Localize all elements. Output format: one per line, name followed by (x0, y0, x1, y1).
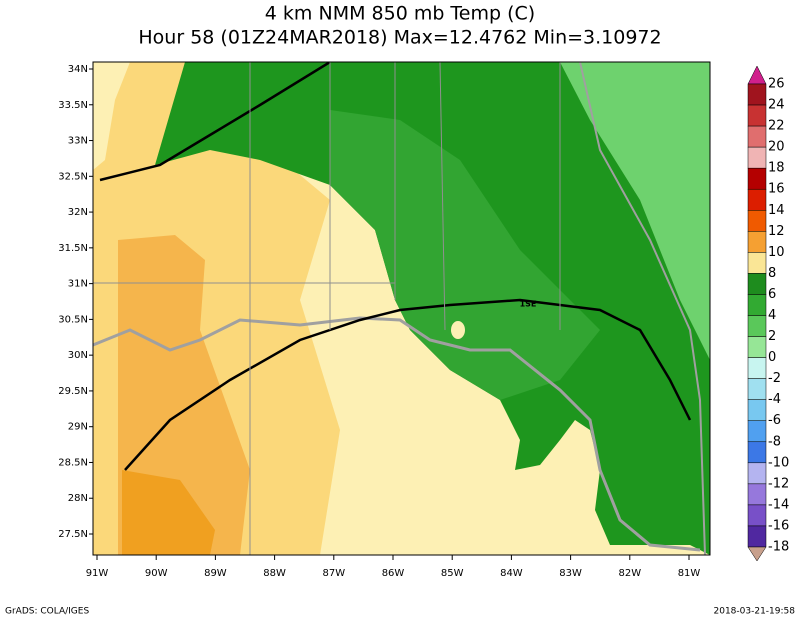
title: 4 km NMM 850 mb Temp (C) (265, 3, 535, 25)
colorbar-cell (747, 336, 767, 358)
lon-label: 88W (263, 568, 286, 579)
colorbar-cell (747, 188, 767, 211)
field-dark-orange (122, 470, 215, 555)
colorbar-label: 20 (768, 140, 785, 155)
colorbar-triangle (747, 65, 767, 85)
colorbar-label: -6 (768, 413, 781, 428)
field-green-mid (330, 110, 600, 400)
state-lines (93, 62, 561, 555)
colorbar-label: -2 (768, 371, 781, 386)
colorbar-label: 4 (768, 308, 776, 323)
plot-frame (92, 61, 711, 556)
lat-label: 28N (68, 493, 88, 504)
lon-label: 91W (86, 568, 109, 579)
field-spot (451, 321, 465, 339)
lat-label: 31N (68, 279, 88, 290)
highway-line (99, 62, 692, 471)
colorbar-label: -4 (768, 392, 781, 407)
colorbar-label: 2 (768, 329, 776, 344)
lon-label: 82W (618, 568, 641, 579)
colorbar-label: -10 (768, 455, 789, 470)
colorbar-cell (747, 420, 767, 443)
lon-label: 87W (322, 568, 345, 579)
colorbar-label: -18 (768, 540, 789, 555)
colorbar-cell (747, 504, 767, 527)
colorbar-label: 12 (768, 224, 785, 239)
colorbar-label: -14 (768, 497, 789, 512)
colorbar-label: 10 (768, 245, 785, 260)
map-plot: 1SE (92, 61, 711, 556)
coastline-east (579, 62, 706, 555)
colorbar-cell (747, 167, 767, 190)
colorbar-label: 8 (768, 266, 776, 281)
colorbar-cell (747, 399, 767, 421)
colorbar-cell (747, 210, 767, 232)
lat-label: 28.5N (58, 457, 88, 468)
lon-label: 84W (500, 568, 523, 579)
colorbar-label: -12 (768, 476, 789, 491)
lat-label: 32.5N (58, 171, 88, 182)
colorbar-cell (747, 273, 767, 295)
field-nw-yellow (93, 62, 130, 170)
colorbar-cell (747, 125, 767, 148)
subtitle: Hour 58 (01Z24MAR2018) Max=12.4762 Min=3… (138, 27, 661, 49)
lat-label: 29N (68, 422, 88, 433)
route-label: 1SE (520, 300, 537, 309)
colorbar: 26242220181614121086420-2-4-6-8-10-12-14… (747, 65, 789, 562)
lon-label: 81W (678, 568, 701, 579)
colorbar-label: 22 (768, 119, 785, 134)
coastline (93, 316, 701, 552)
colorbar-label: 24 (768, 98, 785, 113)
colorbar-label: 18 (768, 161, 785, 176)
colorbar-cell (747, 525, 767, 548)
lat-label: 30.5N (58, 314, 88, 325)
lon-label: 83W (559, 568, 582, 579)
colorbar-label: 0 (768, 350, 776, 365)
lat-label: 29.5N (58, 386, 88, 397)
colorbar-label: 6 (768, 287, 776, 302)
colorbar-cell (747, 378, 767, 400)
lon-label: 85W (441, 568, 464, 579)
lat-label: 33N (68, 136, 88, 147)
lon-label: 90W (145, 568, 168, 579)
lat-label: 30N (68, 350, 88, 361)
colorbar-label: 16 (768, 182, 785, 197)
colorbar-cell (747, 315, 767, 337)
field-light-green (560, 62, 710, 360)
colorbar-cell (747, 83, 767, 106)
colorbar-label: -8 (768, 434, 781, 449)
colorbar-label: 14 (768, 203, 785, 218)
footer-left: GrADS: COLA/IGES (5, 607, 89, 617)
colorbar-cell (747, 357, 767, 379)
colorbar-cell (747, 252, 767, 274)
lat-label: 31.5N (58, 243, 88, 254)
colorbar-cell (747, 294, 767, 316)
lon-label: 89W (204, 568, 227, 579)
colorbar-label: -16 (768, 518, 789, 533)
colorbar-triangle (747, 546, 767, 562)
lat-label: 34N (68, 64, 88, 75)
lat-label: 27.5N (58, 529, 88, 540)
colorbar-cell (747, 462, 767, 485)
colorbar-cell (747, 231, 767, 253)
lat-label: 32N (68, 207, 88, 218)
colorbar-cell (747, 483, 767, 506)
colorbar-cell (747, 146, 767, 169)
lat-label: 33.5N (58, 100, 88, 111)
colorbar-cell (747, 104, 767, 127)
colorbar-cell (747, 441, 767, 464)
footer-right: 2018-03-21-19:58 (714, 607, 796, 617)
lon-label: 86W (382, 568, 405, 579)
colorbar-label: 26 (768, 77, 785, 92)
